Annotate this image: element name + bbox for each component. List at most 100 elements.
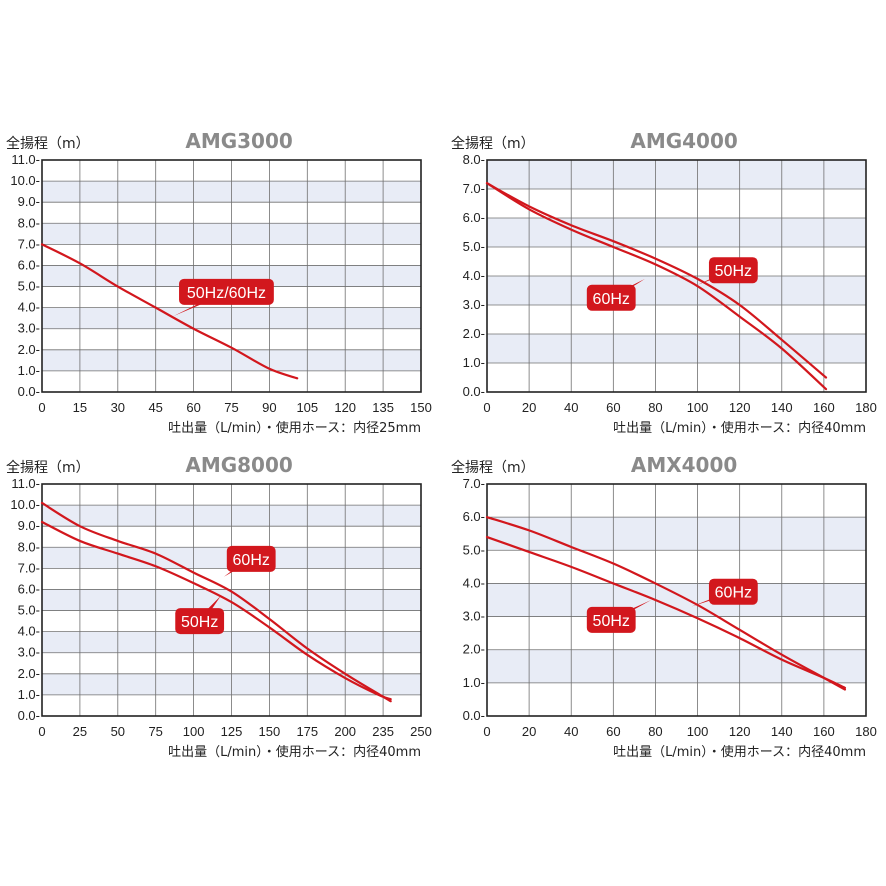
x-axis-label: 吐出量（L/min）・使用ホース：内径40mm (613, 420, 866, 436)
y-axis-label: 全揚程（m） (6, 135, 90, 152)
y-tick-label: 1.0- (463, 355, 485, 370)
series-callout: 50Hz (697, 257, 758, 285)
x-tick-label: 60 (606, 724, 620, 739)
y-tick-label: 8.0- (463, 152, 485, 167)
x-tick-label: 40 (564, 724, 578, 739)
y-tick-label: 8.0- (18, 215, 40, 230)
x-tick-label: 135 (372, 400, 394, 415)
x-axis-label: 吐出量（L/min）・使用ホース：内径40mm (168, 744, 421, 760)
y-tick-label: 3.0- (463, 297, 485, 312)
x-axis-label: 吐出量（L/min）・使用ホース：内径25mm (168, 420, 421, 436)
x-tick-label: 120 (729, 400, 751, 415)
series-line-60hz (40, 501, 392, 703)
y-tick-label: 5.0- (18, 603, 40, 618)
chart-panel-1: 0.0- 1.0- 2.0- 3.0- 4.0- 5.0- 6.0- 7.0- 8.0- 9.0-… (6, 129, 432, 436)
chart-title: AMG3000 (185, 129, 292, 153)
x-tick-label: 30 (111, 400, 125, 415)
callout-box (175, 608, 225, 635)
y-tick-label: 4.0- (18, 624, 40, 639)
x-tick-label: 100 (183, 724, 205, 739)
y-tick-label: 1.0- (463, 675, 485, 690)
series-callout: 50Hz/60Hz (173, 278, 274, 317)
grid-stripe (487, 160, 866, 189)
grid-stripe (487, 649, 866, 683)
y-tick-label: 11.0- (11, 152, 40, 167)
x-tick-label: 45 (148, 400, 162, 415)
callout-box (586, 284, 636, 311)
y-tick-label: 6.0- (18, 257, 40, 272)
x-tick-label: 100 (687, 400, 709, 415)
x-tick-label: 0 (483, 724, 490, 739)
x-tick-label: 175 (296, 724, 318, 739)
x-tick-label: 150 (410, 400, 432, 415)
x-tick-label: 160 (813, 724, 835, 739)
plot-frame (41, 159, 422, 393)
series-callout: 60Hz (691, 578, 758, 607)
y-tick-label: 7.0- (18, 236, 40, 251)
y-tick-label: 6.0- (18, 581, 40, 596)
grid-stripe (487, 276, 866, 305)
y-tick-label: 6.0- (463, 210, 485, 225)
y-tick-label: 7.0- (463, 181, 485, 196)
x-tick-label: 15 (73, 400, 87, 415)
x-tick-label: 120 (334, 400, 356, 415)
x-tick-label: 140 (771, 400, 793, 415)
callout-label: 60Hz (233, 552, 270, 569)
grid-stripe (487, 517, 866, 551)
x-tick-label: 20 (522, 400, 536, 415)
y-tick-label: 7.0- (463, 476, 485, 491)
callout-box (708, 578, 758, 605)
y-tick-label: 2.0- (463, 326, 485, 341)
y-tick-label: 0.0- (463, 708, 485, 723)
series-line-50hz (485, 535, 847, 689)
x-tick-label: 60 (606, 400, 620, 415)
callout-box (708, 257, 758, 284)
callout-label: 50Hz (715, 263, 752, 280)
chart-title: AMG4000 (630, 129, 737, 153)
x-tick-label: 75 (224, 400, 238, 415)
callout-label: 50Hz/60Hz (187, 285, 266, 302)
series-line-50hz-60hz (40, 243, 299, 380)
y-tick-label: 6.0- (463, 509, 485, 524)
x-tick-label: 180 (855, 400, 877, 415)
y-tick-label: 8.0- (18, 539, 40, 554)
series-callout: 60Hz (586, 278, 645, 311)
y-axis-label: 全揚程（m） (451, 135, 535, 152)
x-tick-label: 80 (648, 400, 662, 415)
x-tick-label: 80 (648, 724, 662, 739)
grid-stripe (487, 583, 866, 617)
x-tick-label: 105 (296, 400, 318, 415)
series-line-60hz (485, 516, 847, 691)
y-tick-label: 4.0- (463, 575, 485, 590)
y-tick-label: 0.0- (18, 708, 40, 723)
y-tick-label: 9.0- (18, 194, 40, 209)
callout-label: 60Hz (715, 585, 752, 602)
chart-panel-2: 0.0- 1.0- 2.0- 3.0- 4.0- 5.0- 6.0- 7.0- 8.0- 0 20 4… (451, 129, 877, 436)
x-tick-label: 200 (334, 724, 356, 739)
series-line-50hz (40, 520, 392, 701)
x-tick-label: 75 (148, 724, 162, 739)
plot-frame (486, 159, 867, 393)
callout-label: 50Hz (181, 614, 218, 631)
chart-title: AMX4000 (631, 453, 737, 477)
series-line-50hz (485, 182, 828, 379)
series-callout: 50Hz (175, 595, 225, 635)
y-tick-label: 3.0- (463, 609, 485, 624)
x-tick-label: 40 (564, 400, 578, 415)
x-tick-label: 90 (262, 400, 276, 415)
x-tick-label: 0 (483, 400, 490, 415)
chart-title: AMG8000 (185, 453, 292, 477)
x-tick-label: 0 (38, 724, 45, 739)
y-tick-label: 4.0- (463, 268, 485, 283)
y-tick-label: 1.0- (18, 687, 40, 702)
x-tick-label: 150 (259, 724, 281, 739)
x-tick-label: 0 (38, 400, 45, 415)
y-tick-label: 1.0- (18, 363, 40, 378)
y-tick-label: 0.0- (18, 384, 40, 399)
y-tick-label: 2.0- (463, 642, 485, 657)
y-tick-label: 11.0- (11, 476, 40, 491)
grid-stripe (487, 334, 866, 363)
y-axis-label: 全揚程（m） (451, 459, 535, 476)
chart-panel-4: 0.0- 1.0- 2.0- 3.0- 4.0- 5.0- 6.0- 7.0- 0 20 40 60 8… (451, 453, 877, 760)
